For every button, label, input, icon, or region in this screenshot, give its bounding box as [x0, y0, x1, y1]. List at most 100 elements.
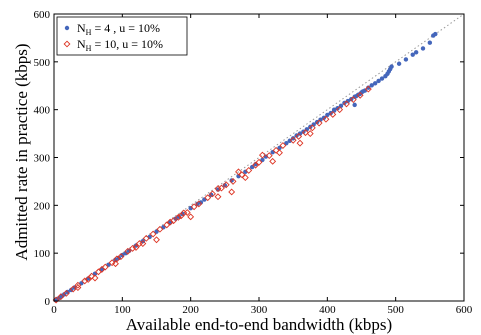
data-point [379, 76, 385, 81]
data-point [302, 129, 309, 137]
y-tick-label: 100 [34, 248, 51, 260]
x-tick-label: 200 [182, 304, 199, 316]
data-point [190, 203, 198, 211]
legend-entry-label: NH = 4 , u = 10% [77, 21, 160, 37]
data-point [269, 157, 277, 165]
data-point [180, 209, 188, 217]
data-point [74, 281, 82, 289]
data-point [413, 50, 419, 55]
data-point [214, 185, 222, 193]
data-point [108, 259, 116, 267]
data-point [129, 244, 137, 252]
data-point [101, 263, 109, 271]
data-point [124, 247, 132, 255]
x-tick-label: 500 [387, 304, 404, 316]
series-2 [52, 85, 372, 304]
data-point [255, 158, 263, 166]
data-point [396, 61, 402, 66]
data-point [403, 57, 409, 62]
data-point [284, 140, 289, 146]
data-point [153, 236, 160, 244]
data-point [272, 146, 280, 154]
data-point [329, 111, 337, 118]
data-point [214, 193, 222, 201]
data-point [349, 96, 357, 104]
data-point [98, 265, 106, 273]
data-point [265, 152, 273, 160]
data-point [149, 230, 157, 238]
data-point [295, 133, 303, 140]
data-point [252, 161, 260, 169]
data-point [139, 240, 147, 248]
data-point [427, 40, 433, 45]
data-point [195, 201, 200, 207]
x-tick-label: 600 [456, 304, 473, 316]
data-point [306, 130, 314, 138]
data-point [174, 213, 182, 221]
data-point [245, 166, 253, 174]
data-point [91, 274, 99, 282]
data-point [142, 234, 150, 242]
data-point [376, 78, 381, 84]
data-point [315, 119, 323, 127]
x-tick-label: 400 [319, 304, 336, 316]
data-point [277, 145, 282, 151]
data-point [366, 85, 371, 90]
y-axis-label: Admitted rate in practice (kbps) [12, 43, 31, 260]
data-point [156, 225, 164, 233]
data-point [325, 112, 330, 118]
data-point [296, 139, 304, 147]
data-point [88, 272, 96, 280]
data-point [173, 216, 178, 221]
y-tick-label: 500 [34, 57, 51, 69]
data-point [336, 106, 344, 114]
data-point [163, 221, 171, 229]
x-tick-label: 300 [251, 304, 268, 316]
data-point [112, 260, 119, 268]
x-axis-label: Available end-to-end bandwidth (kbps) [126, 315, 392, 334]
data-point [222, 181, 230, 189]
x-tick-label: 0 [51, 304, 57, 316]
data-point [235, 168, 242, 176]
data-point [289, 136, 297, 144]
data-point [335, 106, 340, 111]
reference-line [53, 13, 465, 302]
data-point [290, 136, 296, 141]
data-point [372, 81, 378, 86]
data-point [74, 284, 82, 292]
y-tick-label: 600 [34, 9, 51, 21]
x-tick-label: 100 [114, 304, 131, 316]
data-point [343, 100, 350, 108]
data-point [198, 200, 204, 205]
data-point [297, 131, 303, 136]
data-point [420, 46, 426, 51]
data-point [166, 218, 174, 226]
data-point [321, 115, 327, 120]
data-point [331, 107, 337, 112]
data-point [204, 194, 212, 202]
data-point [62, 289, 70, 297]
legend: NH = 4 , u = 10%NH = 10, u = 10% [56, 16, 188, 56]
y-tick-label: 0 [45, 296, 51, 308]
data-point [117, 253, 125, 260]
legend-box [56, 16, 188, 56]
data-point [183, 209, 191, 216]
data-point [308, 124, 316, 132]
data-point [228, 188, 236, 196]
data-point [195, 200, 203, 208]
data-point [241, 174, 249, 182]
data-point [258, 151, 266, 159]
data-point [187, 213, 195, 221]
data-point [123, 250, 128, 256]
data-point [328, 110, 333, 116]
legend-entry-label: NH = 10, u = 10% [77, 37, 163, 53]
data-point [84, 276, 92, 283]
plot-area [52, 13, 465, 304]
axes: 0 100 200 300 400 500 600 0 100 200 300 400 500 600 [34, 9, 473, 316]
data-point [322, 115, 330, 123]
data-point [260, 157, 265, 163]
data-point [132, 243, 140, 251]
data-point [170, 217, 178, 225]
y-tick-label: 400 [34, 105, 51, 117]
